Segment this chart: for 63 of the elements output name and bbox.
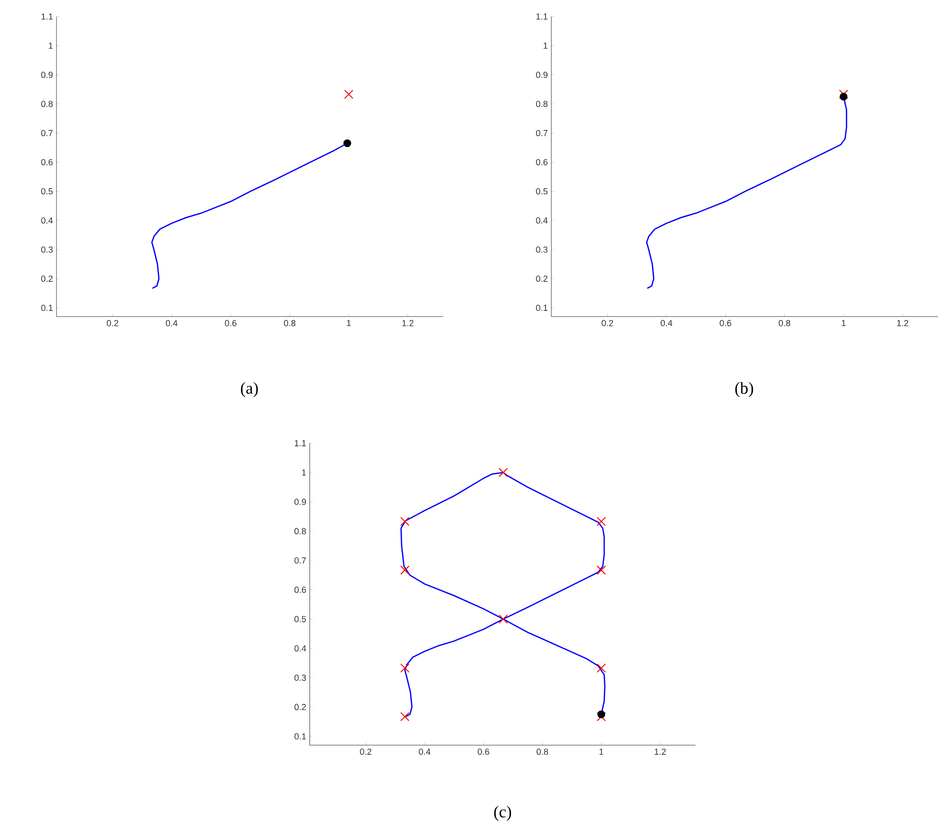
y-tick-label: 0.1: [536, 304, 548, 311]
x-tick-label: 0.8: [284, 320, 296, 326]
x-tick-label: 1: [600, 748, 604, 755]
y-tick-label: 1.1: [536, 14, 548, 20]
y-tick-label: 0.2: [41, 276, 53, 282]
x-tick-label: 0.6: [224, 320, 236, 326]
point: [498, 468, 508, 478]
point: [498, 614, 508, 624]
y-tick-label: 0.7: [41, 130, 53, 136]
y-tick-label: 0.3: [294, 674, 306, 681]
y-tick-label: 0.3: [41, 246, 53, 253]
x-tick-label: 0.2: [106, 320, 118, 326]
y-tick-label: 0.8: [294, 528, 306, 534]
x-tick-label: 0.6: [720, 320, 732, 326]
y-tick-label: 0.8: [41, 100, 53, 108]
y-tick-label: 0.9: [536, 72, 548, 78]
y-tick-label: 0.9: [294, 498, 306, 505]
y-tick-label: 0.5: [536, 188, 548, 194]
y-tick-label: 0.1: [41, 304, 53, 311]
y-tick-label: 0.5: [41, 188, 53, 194]
point: [400, 663, 410, 673]
y-tick-label: 1.1: [42, 14, 53, 20]
y-tick-label: 1: [48, 42, 53, 49]
y-tick-label: 0.7: [294, 557, 306, 564]
x-tick-label: 0.4: [660, 320, 672, 326]
y-tick-label: 0.6: [41, 159, 53, 166]
y-tick-label: 0.2: [294, 704, 306, 710]
y-tick-label: 0.6: [294, 586, 306, 593]
x-tick-label: 1: [346, 320, 351, 326]
x-tick-label: 1.2: [654, 748, 666, 755]
x-tick-label: 0.2: [360, 748, 372, 755]
y-tick-label: 1: [302, 470, 306, 476]
point: [597, 710, 606, 718]
point: [400, 712, 410, 722]
x-tick-label: 0.6: [478, 748, 490, 755]
y-tick-label: 0.4: [536, 217, 548, 224]
x-tick-label: 1.2: [897, 320, 908, 326]
y-tick-label: 0.6: [536, 159, 548, 166]
x-tick-label: 1: [842, 320, 846, 326]
text: (c): [494, 806, 512, 821]
y-tick-label: 0.3: [536, 246, 548, 253]
point: [400, 516, 410, 526]
y-tick-label: 0.1: [294, 733, 306, 740]
point: [596, 566, 606, 575]
y-tick-label: 1: [544, 42, 548, 49]
text: (b): [735, 382, 754, 398]
y-tick-label: 1.1: [294, 440, 306, 446]
x-tick-label: 0.8: [778, 320, 790, 326]
point: [596, 663, 606, 673]
x-tick-label: 0.4: [418, 748, 430, 755]
y-tick-label: 0.4: [41, 217, 53, 224]
y-tick-label: 0.4: [294, 645, 306, 652]
y-tick-label: 0.2: [536, 276, 548, 282]
y-tick-label: 0.5: [294, 616, 306, 622]
point: [400, 566, 410, 575]
y-tick-label: 0.9: [41, 72, 53, 78]
y-tick-label: 0.7: [536, 130, 548, 136]
x-tick-label: 1.2: [402, 320, 414, 326]
text: (a): [240, 382, 258, 398]
y-tick-label: 0.8: [536, 100, 548, 108]
x-tick-label: 0.2: [602, 320, 614, 326]
point: [596, 516, 606, 526]
x-tick-label: 0.4: [166, 320, 178, 326]
